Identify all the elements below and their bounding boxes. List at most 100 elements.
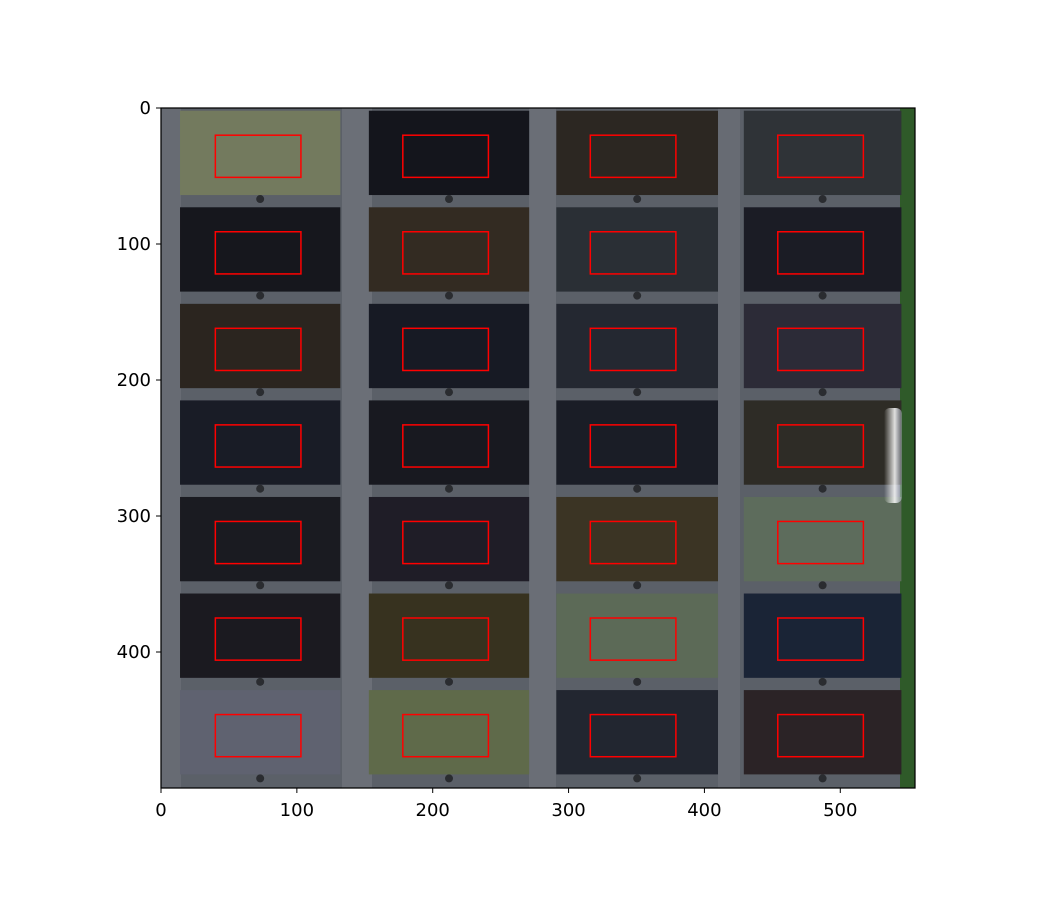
tray-green-strip (900, 108, 915, 788)
axes-frame (160, 107, 916, 789)
roi-box (402, 424, 490, 468)
sample-patch (556, 207, 719, 292)
sample-patch (743, 593, 902, 678)
sample-patch (556, 303, 719, 389)
sample-patch (180, 207, 341, 292)
screw-dot (818, 484, 827, 493)
screw-dot (633, 195, 642, 204)
sample-patches (180, 110, 902, 783)
roi-box (214, 713, 302, 758)
roi-box (402, 134, 490, 179)
roi-box (777, 713, 865, 758)
screw-dot (256, 484, 265, 493)
roi-box (214, 231, 302, 275)
sample-patch (180, 110, 341, 196)
roi-box (777, 327, 865, 372)
roi-box (402, 327, 490, 372)
column-divider (529, 108, 556, 788)
light-reflection (884, 408, 902, 503)
roi-box (777, 424, 865, 468)
sample-patch (368, 496, 530, 582)
sample-patch (180, 593, 341, 678)
screw-dot (445, 581, 454, 590)
roi-box (402, 617, 490, 661)
sample-patch (180, 496, 341, 582)
sample-patch (556, 400, 719, 485)
sample-patch (556, 496, 719, 582)
sample-patch (743, 400, 902, 485)
sample-patch (743, 496, 902, 582)
roi-box (589, 424, 677, 468)
sample-patch (368, 303, 530, 389)
screw-dot (633, 484, 642, 493)
roi-box (777, 617, 865, 661)
sample-patch (368, 110, 530, 196)
plot-area (161, 108, 915, 788)
y-tick-label: 200 (117, 370, 151, 391)
roi-box (589, 617, 677, 661)
sample-patch (743, 110, 902, 196)
screw-dot (818, 388, 827, 397)
screw-dot (818, 291, 827, 300)
roi-box (589, 520, 677, 565)
roi-box (402, 520, 490, 565)
screw-dot (818, 581, 827, 590)
x-tick-label: 0 (155, 800, 166, 821)
roi-box (214, 327, 302, 372)
sample-patch (180, 690, 341, 775)
sample-patch (368, 593, 530, 678)
screw-dot (633, 388, 642, 397)
sample-patch (556, 110, 719, 196)
y-tick-label: 300 (117, 506, 151, 527)
column-divider (161, 108, 181, 788)
y-tick-label: 400 (117, 642, 151, 663)
x-tick-label: 500 (823, 800, 857, 821)
screw-dot (256, 195, 265, 204)
sample-patch (556, 593, 719, 678)
column-divider (718, 108, 740, 788)
roi-box (402, 713, 490, 758)
sample-patch (180, 303, 341, 389)
screw-dot (256, 774, 265, 783)
screw-dot (445, 677, 454, 686)
screw-dot (445, 195, 454, 204)
x-tick-label: 400 (687, 800, 721, 821)
y-axis: 0 100 200 300 400 (117, 98, 161, 663)
sample-patch (368, 400, 530, 485)
screw-dot (633, 291, 642, 300)
roi-box (214, 520, 302, 565)
screw-dot (256, 581, 265, 590)
x-tick-label: 200 (416, 800, 450, 821)
y-tick-label: 0 (140, 98, 151, 119)
screw-dot (633, 774, 642, 783)
roi-box (777, 520, 865, 565)
roi-box (214, 424, 302, 468)
screw-dot (256, 291, 265, 300)
roi-box (777, 134, 865, 179)
sample-patch (180, 400, 341, 485)
screw-dot (818, 195, 827, 204)
screw-dot (445, 484, 454, 493)
sample-patch (368, 690, 530, 775)
screw-dot (445, 388, 454, 397)
screw-dot (818, 677, 827, 686)
roi-box (402, 231, 490, 275)
screw-dot (445, 291, 454, 300)
roi-box (214, 134, 302, 179)
screw-dot (445, 774, 454, 783)
roi-box (777, 231, 865, 275)
x-tick-label: 100 (280, 800, 314, 821)
sample-patch (743, 690, 902, 775)
screw-dot (818, 774, 827, 783)
screw-dot (633, 581, 642, 590)
sample-patch (368, 207, 530, 292)
x-tick-label: 300 (551, 800, 585, 821)
sample-tray-image (161, 108, 915, 788)
roi-box (589, 134, 677, 179)
x-axis: 0 100 200 300 400 500 (155, 788, 857, 821)
roi-boxes (214, 134, 865, 758)
screw-dot (633, 677, 642, 686)
roi-box (589, 231, 677, 275)
roi-box (589, 713, 677, 758)
